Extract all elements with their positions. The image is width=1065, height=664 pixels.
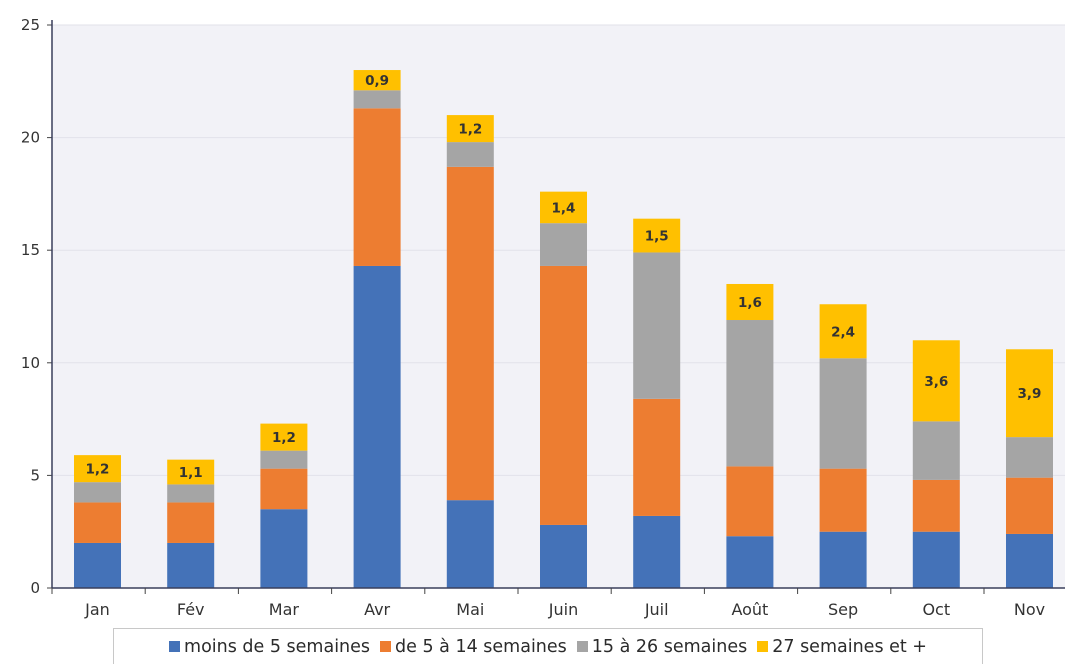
legend-item: de 5 à 14 semaines <box>380 637 567 657</box>
legend-item: 27 semaines et + <box>757 637 927 657</box>
legend-label: 15 à 26 semaines <box>591 636 748 657</box>
data-label: 1,2 <box>458 122 482 138</box>
bar-segment <box>726 536 774 588</box>
y-tick-label: 15 <box>21 241 40 259</box>
y-tick-label: 10 <box>21 354 40 372</box>
data-labels: 1,2 1,1 1,2 0,9 1,2 1,4 1,5 1,6 2,4 3,6 3,9 <box>86 73 1042 481</box>
bar-segment <box>540 191 587 224</box>
bar-segment <box>726 283 774 321</box>
bar-segment <box>540 223 587 266</box>
data-label: 2,4 <box>831 324 855 340</box>
data-label: 0,9 <box>365 73 389 89</box>
bars <box>74 70 1053 588</box>
bar-segment <box>633 515 681 588</box>
bar-segment <box>819 468 867 532</box>
data-label: 1,4 <box>552 200 576 216</box>
bar-segment <box>353 70 401 91</box>
x-tick-label: Sep <box>828 600 858 619</box>
data-label: 1,2 <box>272 430 296 446</box>
bar-segment <box>912 340 960 422</box>
y-tick-label: 20 <box>21 129 40 147</box>
bar-segment <box>167 502 215 543</box>
x-tick-label: Nov <box>1014 600 1045 619</box>
bar-segment <box>1006 437 1053 478</box>
stacked-bar-chart: 1,2 1,1 1,2 0,9 1,2 1,4 1,5 1,6 2,4 3,6 3,9 0 5 10 15… <box>21 16 1065 619</box>
bar-segment <box>633 252 681 399</box>
bar-segment <box>74 502 121 543</box>
bar-segment <box>167 542 215 588</box>
x-tick-label: Avr <box>364 600 390 619</box>
y-tick-label: 5 <box>30 466 40 484</box>
x-tick-label: Août <box>731 600 768 619</box>
x-tick-label: Jan <box>84 600 110 619</box>
x-tick-label: Fév <box>177 600 205 619</box>
legend-label: de 5 à 14 semaines <box>395 636 567 657</box>
bar-segment <box>353 265 401 588</box>
data-label: 3,9 <box>1018 386 1042 402</box>
bar-segment <box>912 531 960 588</box>
bar-segment <box>819 358 867 469</box>
legend-label: 27 semaines et + <box>772 636 927 657</box>
data-label: 1,6 <box>738 295 762 311</box>
bar-segment <box>260 468 308 510</box>
bar-segment <box>1006 477 1053 534</box>
axes: 0 5 10 15 20 25 Jan Fév Mar Avr Mai Juin Juil Août Sep… <box>21 16 1065 619</box>
legend-label: moins de 5 semaines <box>184 636 371 657</box>
bar-segment <box>912 421 960 480</box>
bar-segment <box>260 423 308 451</box>
bar-segment <box>74 482 121 503</box>
data-label: 1,5 <box>645 229 669 245</box>
legend-swatch <box>757 641 769 652</box>
bar-segment <box>633 398 681 516</box>
y-tick-label: 25 <box>21 16 40 34</box>
bar-segment <box>540 524 587 588</box>
bar-segment <box>353 108 401 266</box>
bar-segment <box>260 509 308 588</box>
x-tick-label: Oct <box>922 600 950 619</box>
legend-swatch <box>576 641 588 652</box>
bar-segment <box>726 320 774 467</box>
y-tick-label: 0 <box>30 579 40 597</box>
bar-segment <box>446 166 494 501</box>
bar-segment <box>74 542 121 588</box>
bar-segment <box>540 265 587 525</box>
bar-segment <box>446 115 494 143</box>
data-label: 3,6 <box>924 374 948 390</box>
bar-segment <box>167 484 215 503</box>
legend-swatch <box>380 641 392 652</box>
bar-segment <box>1006 349 1053 438</box>
x-tick-label: Juin <box>548 600 578 619</box>
bar-segment <box>912 479 960 532</box>
x-tick-label: Juil <box>644 600 669 619</box>
bar-segment <box>726 466 774 537</box>
bar-segment <box>1006 533 1053 588</box>
x-tick-label: Mar <box>269 600 300 619</box>
legend-swatch <box>169 641 181 652</box>
bar-segment <box>74 455 121 483</box>
legend: moins de 5 semaines de 5 à 14 semaines 15 … <box>113 628 983 664</box>
bar-segment <box>819 531 867 588</box>
legend-item: 15 à 26 semaines <box>576 636 748 657</box>
bar-segment <box>260 450 308 469</box>
bar-segment <box>353 90 401 109</box>
bar-segment <box>819 304 867 359</box>
data-label: 1,2 <box>86 462 110 478</box>
x-tick-label: Mai <box>456 600 484 619</box>
bar-segment <box>446 142 494 167</box>
bar-segment <box>446 500 494 588</box>
bar-segment <box>167 459 215 485</box>
data-label: 1,1 <box>179 465 203 481</box>
bar-segment <box>633 218 681 253</box>
legend-item: moins de 5 semaines <box>169 637 370 657</box>
